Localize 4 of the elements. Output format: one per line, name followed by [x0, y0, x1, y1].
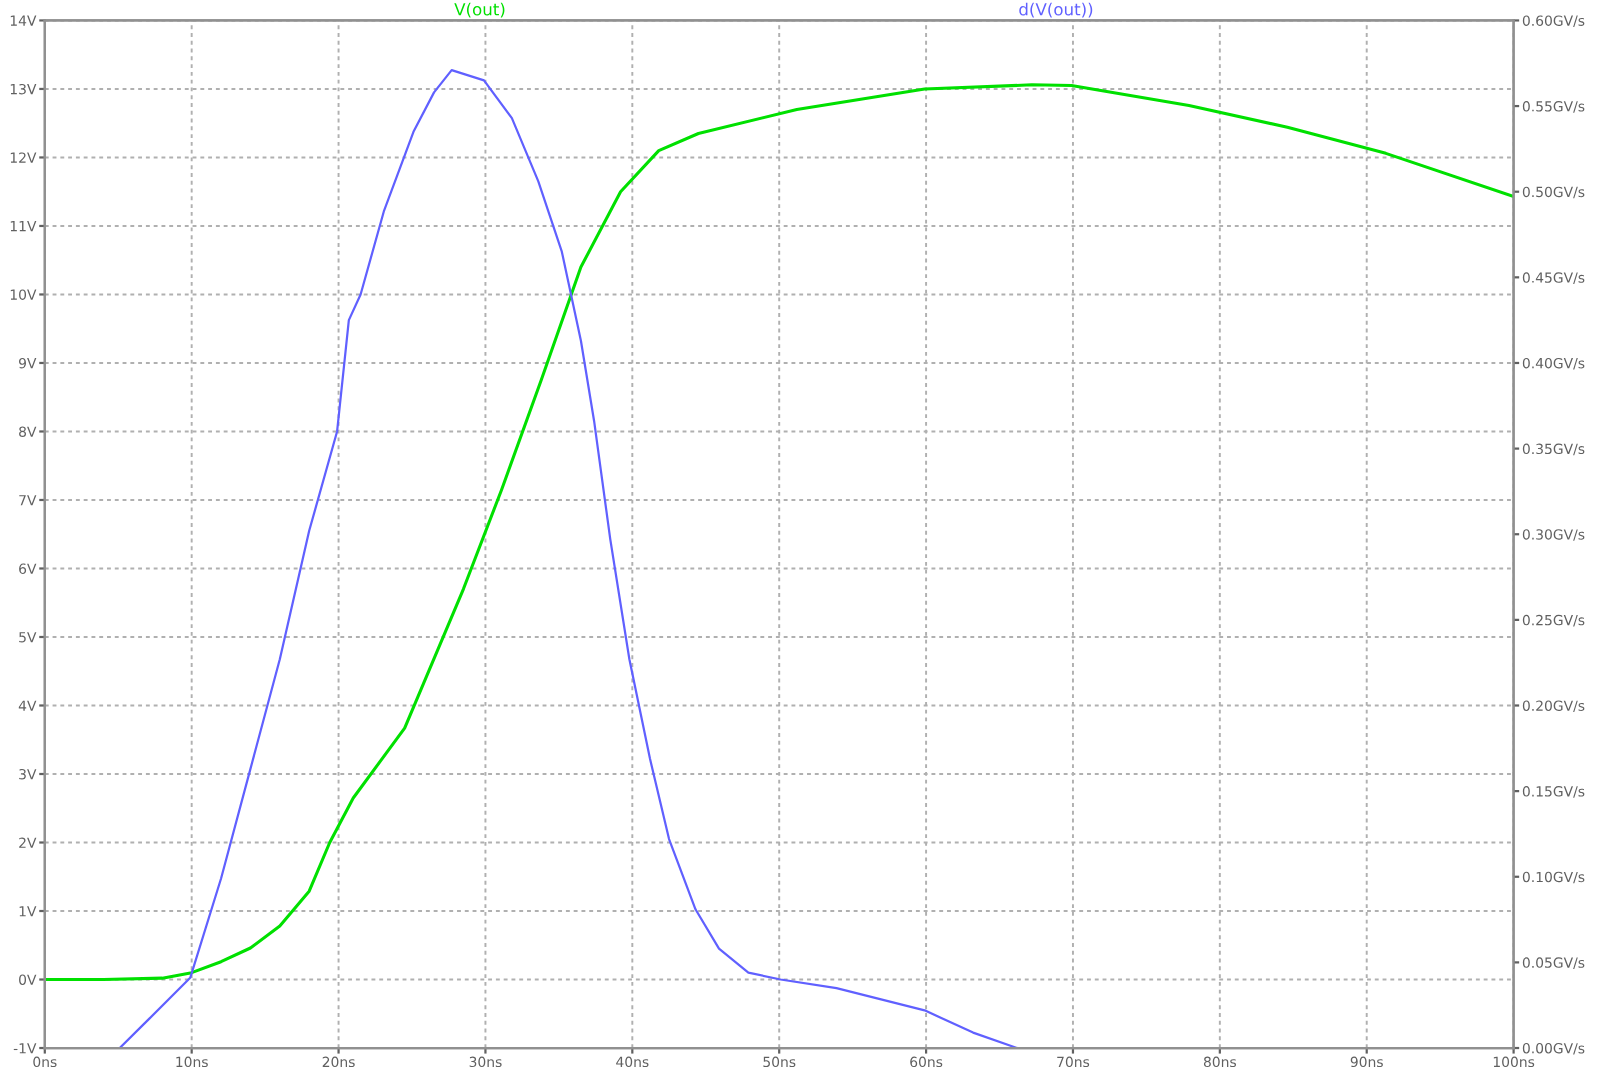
- text: V(out): [454, 2, 505, 18]
- line-series: [118, 69, 1019, 1049]
- text: d(V(out)): [1019, 2, 1093, 18]
- line-series: [44, 83, 1514, 982]
